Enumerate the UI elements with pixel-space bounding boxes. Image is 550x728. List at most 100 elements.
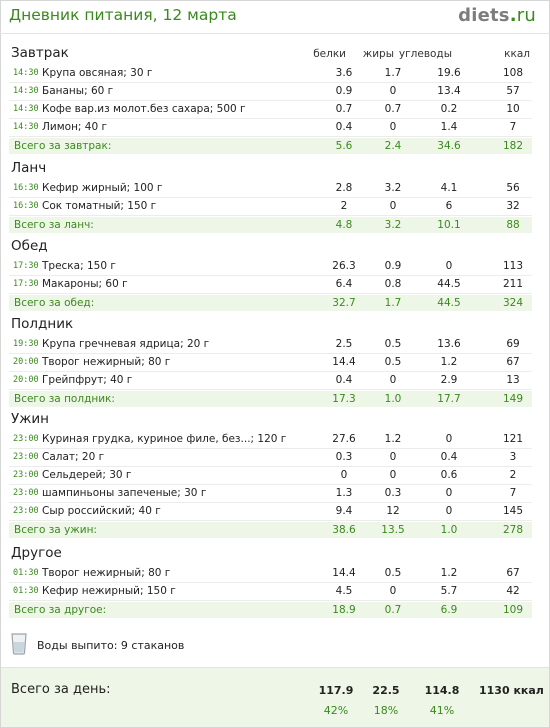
protein-value: 0.7 (335, 103, 353, 115)
food-name: Грейпфрут; 40 г (42, 374, 133, 386)
food-row[interactable]: 23:00 Салат; 20 г 0.3 0 0.4 3 (9, 449, 532, 467)
fat-value: 0.3 (384, 487, 402, 499)
section-title: Другое (11, 545, 62, 561)
protein-value: 4.5 (335, 585, 353, 597)
kcal-value: 10 (506, 103, 520, 115)
site-logo[interactable]: diets.ru (458, 5, 536, 26)
food-row[interactable]: 01:30 Творог нежирный; 80 г 14.4 0.5 1.2 67 (9, 565, 532, 583)
food-row[interactable]: 23:00 Куриная грудка, куриное филе, без..… (9, 431, 532, 449)
food-row[interactable]: 14:30 Лимон; 40 г 0.4 0 1.4 7 (9, 119, 532, 137)
total-label: Всего за полдник: (14, 393, 115, 405)
fat-value: 0 (389, 121, 397, 133)
kcal-value: 211 (502, 278, 524, 290)
food-row[interactable]: 16:30 Кефир жирный; 100 г 2.8 3.2 4.1 56 (9, 180, 532, 198)
carbs-value: 13.6 (437, 338, 461, 350)
kcal-value: 42 (506, 585, 520, 597)
food-row[interactable]: 14:30 Бананы; 60 г 0.9 0 13.4 57 (9, 83, 532, 101)
kcal-value: 7 (509, 487, 517, 499)
fat-value: 0.9 (384, 260, 402, 272)
food-name: Треска; 150 г (42, 260, 116, 272)
day-kcal: 1130 ккал (479, 684, 544, 697)
total-carbs: 1.0 (440, 524, 458, 536)
kcal-value: 7 (509, 121, 517, 133)
total-label: Всего за ланч: (14, 219, 94, 231)
carbs-value: 1.2 (440, 356, 458, 368)
day-total: Всего за день: 117.9 22.5 114.8 1130 кка… (1, 667, 549, 727)
kcal-value: 57 (506, 85, 520, 97)
total-protein: 17.3 (332, 393, 356, 405)
food-row[interactable]: 23:00 шампиньоны запеченые; 30 г 1.3 0.3 0 7 (9, 485, 532, 503)
protein-value: 26.3 (332, 260, 356, 272)
day-fat: 22.5 (372, 684, 400, 697)
protein-value: 14.4 (332, 356, 356, 368)
food-name: Лимон; 40 г (42, 121, 108, 133)
total-protein: 4.8 (335, 219, 353, 231)
food-row[interactable]: 17:30 Макароны; 60 г 6.4 0.8 44.5 211 (9, 276, 532, 294)
food-name: Салат; 20 г (42, 451, 105, 463)
food-name: Крупа гречневая ядрица; 20 г (42, 338, 210, 350)
carbs-value: 0 (445, 487, 453, 499)
food-row[interactable]: 01:30 Кефир нежирный; 150 г 4.5 0 5.7 42 (9, 583, 532, 601)
protein-value: 0.4 (335, 374, 353, 386)
water-counter: Воды выпито: 9 стаканов (10, 633, 310, 657)
fat-value: 0 (389, 85, 397, 97)
fat-value: 0.5 (384, 567, 402, 579)
fat-value: 3.2 (384, 182, 402, 194)
kcal-value: 2 (509, 469, 517, 481)
total-carbs: 44.5 (437, 297, 461, 309)
food-row[interactable]: 23:00 Сыр российский; 40 г 9.4 12 0 145 (9, 503, 532, 521)
fat-value: 0.7 (384, 103, 402, 115)
entry-time: 16:30 (13, 201, 39, 211)
section-total-row: Всего за завтрак: 5.6 2.4 34.6 182 (9, 138, 532, 154)
protein-value: 0.3 (335, 451, 353, 463)
food-name: Куриная грудка, куриное филе, без...; 12… (42, 433, 287, 445)
section-total-row: Всего за полдник: 17.3 1.0 17.7 149 (9, 391, 532, 407)
carbs-value: 13.4 (437, 85, 461, 97)
total-fat: 3.2 (384, 219, 402, 231)
fat-value: 0 (389, 469, 397, 481)
entry-time: 20:00 (13, 357, 39, 367)
entry-time: 17:30 (13, 261, 39, 271)
total-kcal: 324 (502, 297, 524, 309)
food-name: Кефир нежирный; 150 г (42, 585, 176, 597)
carbs-value: 1.2 (440, 567, 458, 579)
total-carbs: 10.1 (437, 219, 461, 231)
food-row[interactable]: 20:00 Грейпфрут; 40 г 0.4 0 2.9 13 (9, 372, 532, 390)
fat-value: 0.5 (384, 338, 402, 350)
protein-value: 1.3 (335, 487, 353, 499)
kcal-value: 13 (506, 374, 520, 386)
total-label: Всего за ужин: (14, 524, 97, 536)
food-name: Макароны; 60 г (42, 278, 128, 290)
kcal-value: 121 (502, 433, 524, 445)
food-row[interactable]: 14:30 Крупа овсяная; 30 г 3.6 1.7 19.6 108 (9, 65, 532, 83)
fat-value: 1.7 (384, 67, 402, 79)
glass-icon (11, 633, 27, 655)
day-protein-pct: 42% (323, 704, 349, 717)
food-row[interactable]: 14:30 Кофе вар.из молот.без сахара; 500 г… (9, 101, 532, 119)
col-kcal: ккал (504, 48, 530, 60)
section-title: Ужин (11, 411, 49, 427)
food-row[interactable]: 17:30 Треска; 150 г 26.3 0.9 0 113 (9, 258, 532, 276)
food-row[interactable]: 23:00 Сельдерей; 30 г 0 0 0.6 2 (9, 467, 532, 485)
protein-value: 3.6 (335, 67, 353, 79)
food-row[interactable]: 20:00 Творог нежирный; 80 г 14.4 0.5 1.2 67 (9, 354, 532, 372)
day-carbs-pct: 41% (429, 704, 455, 717)
total-carbs: 6.9 (440, 604, 458, 616)
food-name: Бананы; 60 г (42, 85, 114, 97)
section-total-row: Всего за обед: 32.7 1.7 44.5 324 (9, 295, 532, 311)
fat-value: 0 (389, 451, 397, 463)
food-name: Сок томатный; 150 г (42, 200, 157, 212)
day-fat-pct: 18% (373, 704, 399, 717)
total-kcal: 278 (502, 524, 524, 536)
food-row[interactable]: 16:30 Сок томатный; 150 г 2 0 6 32 (9, 198, 532, 216)
food-name: Творог нежирный; 80 г (42, 567, 171, 579)
entry-time: 14:30 (13, 104, 39, 114)
food-row[interactable]: 19:30 Крупа гречневая ядрица; 20 г 2.5 0.5 1… (9, 336, 532, 354)
protein-value: 27.6 (332, 433, 356, 445)
day-protein: 117.9 (318, 684, 354, 697)
entry-time: 23:00 (13, 434, 39, 444)
carbs-value: 44.5 (437, 278, 461, 290)
entry-time: 14:30 (13, 68, 39, 78)
carbs-value: 6 (445, 200, 453, 212)
food-name: Кефир жирный; 100 г (42, 182, 163, 194)
